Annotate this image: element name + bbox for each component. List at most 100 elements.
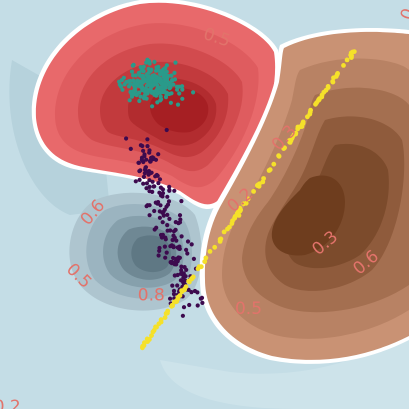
contour-label: 0.2	[0, 397, 21, 409]
data-point	[147, 178, 152, 183]
data-point	[150, 329, 156, 335]
data-point	[157, 215, 162, 220]
data-point	[245, 196, 251, 202]
data-point	[341, 63, 346, 68]
data-point	[128, 82, 133, 87]
data-point	[192, 288, 198, 294]
data-point	[174, 262, 179, 267]
data-point	[144, 72, 149, 77]
data-point	[152, 59, 157, 64]
data-point	[141, 343, 147, 348]
data-point	[162, 207, 167, 212]
data-point	[171, 299, 177, 305]
data-point	[191, 256, 196, 261]
data-point	[171, 255, 176, 261]
data-point	[120, 87, 125, 92]
data-point	[307, 109, 313, 115]
data-point	[147, 189, 152, 194]
data-point	[132, 86, 138, 91]
data-point	[158, 232, 164, 238]
data-point	[154, 65, 159, 70]
data-point	[266, 168, 272, 173]
data-point	[148, 68, 153, 73]
data-point	[137, 98, 142, 104]
data-point	[191, 90, 196, 95]
data-point	[149, 170, 154, 175]
series-0	[117, 57, 196, 109]
data-point	[142, 77, 147, 82]
data-point	[134, 82, 140, 87]
data-point	[349, 53, 354, 59]
data-point	[169, 302, 175, 308]
data-point	[162, 315, 168, 320]
data-point	[134, 92, 139, 97]
data-point	[148, 88, 153, 93]
data-point	[171, 292, 177, 297]
points-layer	[117, 49, 357, 351]
data-point	[149, 155, 154, 160]
data-point	[189, 290, 194, 295]
data-point	[175, 102, 181, 107]
data-point	[133, 179, 138, 184]
data-point	[149, 333, 154, 338]
data-point	[152, 184, 157, 189]
data-point	[165, 79, 170, 85]
data-point	[177, 220, 183, 225]
data-point	[130, 92, 135, 97]
data-point	[261, 176, 266, 181]
data-point	[137, 177, 142, 182]
data-point	[271, 161, 277, 167]
data-point	[175, 283, 180, 288]
data-point	[168, 100, 173, 105]
data-point	[144, 204, 149, 209]
data-point	[148, 79, 153, 84]
data-point	[145, 144, 150, 149]
data-point	[171, 233, 176, 238]
data-point	[168, 228, 173, 233]
data-point	[319, 92, 325, 98]
data-point	[152, 227, 157, 232]
data-point	[121, 75, 126, 80]
data-point	[163, 255, 168, 260]
brown-contour-region	[199, 28, 409, 364]
data-point	[344, 57, 350, 63]
red-contour-region	[31, 0, 280, 209]
data-point	[138, 84, 143, 89]
data-point	[175, 294, 181, 300]
data-point	[184, 267, 189, 272]
data-point	[166, 199, 172, 204]
data-point	[163, 237, 168, 242]
data-point	[276, 153, 281, 159]
data-point	[165, 223, 170, 228]
data-point	[165, 308, 171, 314]
data-point	[165, 212, 170, 217]
data-point	[160, 210, 165, 215]
data-point	[175, 87, 180, 92]
data-point	[160, 194, 165, 199]
data-point	[144, 181, 149, 186]
series-2	[140, 49, 357, 351]
data-point	[225, 226, 230, 232]
data-point	[172, 188, 177, 193]
data-point	[316, 97, 322, 102]
data-point	[131, 78, 136, 83]
data-point	[171, 288, 177, 293]
data-point	[156, 181, 161, 186]
data-point	[122, 82, 127, 87]
data-point	[150, 104, 155, 109]
data-point	[147, 213, 152, 218]
data-point	[164, 63, 169, 68]
data-point	[300, 120, 306, 126]
data-point	[170, 283, 175, 288]
data-point	[165, 194, 170, 199]
data-point	[154, 172, 159, 178]
data-point	[164, 250, 169, 255]
data-point	[199, 295, 205, 300]
data-point	[168, 260, 173, 265]
data-point	[147, 59, 152, 64]
data-point	[133, 73, 138, 78]
data-point	[189, 242, 194, 247]
data-point	[171, 244, 176, 249]
data-point	[180, 313, 185, 318]
data-point	[138, 143, 143, 148]
